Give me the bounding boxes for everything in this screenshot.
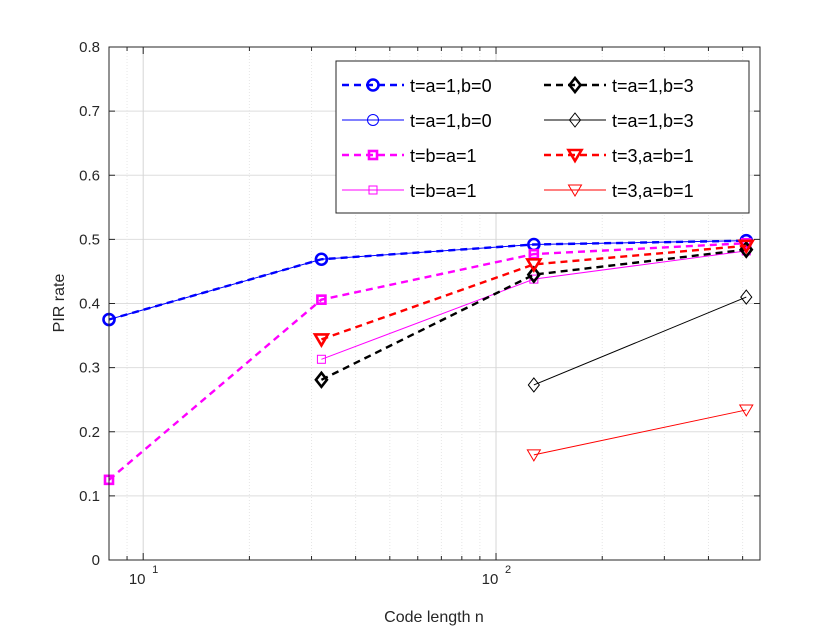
y-tick-label: 0.6 — [79, 167, 100, 184]
data-point — [314, 252, 329, 267]
legend-label: t=3,a=b=1 — [612, 146, 694, 166]
legend-marker — [367, 149, 379, 161]
y-axis-label: PIR rate — [51, 274, 68, 333]
legend: t=a=1,b=0 t=a=1,b=3 t=a=1,b=0 t=a=1,b=3 t=b=… — [335, 60, 750, 214]
legend-label: t=b=a=1 — [410, 181, 477, 201]
legend-entry: t=a=1,b=0 — [342, 76, 492, 96]
y-tick-label: 0.3 — [79, 360, 100, 377]
data-point — [316, 354, 326, 364]
x-tick-label: 10 — [129, 571, 146, 588]
legend-entry: t=b=a=1 — [342, 181, 477, 201]
legend-box — [335, 60, 750, 214]
legend-marker — [567, 184, 583, 197]
legend-label: t=a=1,b=3 — [612, 111, 694, 131]
axis-ticks: 0 0.1 0.2 0.3 0.4 0.5 0.6 0.7 0.8 10 1 10 2 — [79, 39, 760, 588]
data-point — [526, 449, 542, 462]
legend-entry: t=3,a=b=1 — [544, 146, 694, 166]
legend-marker — [367, 114, 379, 126]
legend-label: t=a=1,b=0 — [410, 76, 492, 96]
legend-entry: t=a=1,b=3 — [544, 111, 694, 131]
legend-marker — [566, 148, 584, 164]
data-point — [737, 239, 756, 255]
legend-label: t=a=1,b=3 — [612, 76, 694, 96]
data-point — [740, 289, 753, 305]
legend-marker — [567, 75, 583, 95]
data-point — [316, 294, 327, 305]
y-tick-label: 0.4 — [79, 296, 100, 313]
data-point — [526, 265, 541, 284]
series-7 — [526, 404, 754, 462]
legend-label: t=a=1,b=0 — [410, 111, 492, 131]
series-line — [321, 244, 747, 341]
y-tick-label: 0 — [92, 552, 100, 569]
legend-entry: t=a=1,b=3 — [544, 75, 694, 96]
legend-label: t=b=a=1 — [410, 146, 477, 166]
data-series — [102, 233, 756, 486]
series-line — [533, 296, 747, 386]
data-point — [738, 404, 754, 417]
data-point — [527, 377, 540, 393]
data-point — [312, 333, 331, 348]
legend-marker — [568, 112, 582, 128]
series-6 — [312, 239, 756, 348]
x-tick-exponent: 1 — [152, 564, 158, 576]
y-tick-label: 0.2 — [79, 424, 100, 441]
y-tick-label: 0.1 — [79, 488, 100, 505]
x-tick-exponent: 2 — [505, 564, 511, 576]
series-line — [108, 242, 747, 481]
series-line — [533, 409, 747, 456]
y-tick-label: 0.5 — [79, 231, 100, 248]
x-tick-label: 10 — [482, 571, 499, 588]
legend-entry: t=b=a=1 — [342, 146, 477, 166]
data-point — [314, 370, 329, 389]
x-axis-label: Code length n — [384, 609, 484, 626]
legend-marker — [366, 78, 380, 92]
legend-entry: t=a=1,b=0 — [342, 111, 492, 131]
y-tick-label: 0.7 — [79, 103, 100, 120]
y-tick-label: 0.8 — [79, 39, 100, 56]
series-line — [321, 250, 747, 360]
legend-marker — [368, 185, 378, 195]
legend-label: t=3,a=b=1 — [612, 181, 694, 201]
series-line — [108, 239, 747, 321]
data-point — [525, 258, 543, 273]
series-5 — [527, 289, 753, 393]
legend-entry: t=3,a=b=1 — [544, 181, 694, 201]
